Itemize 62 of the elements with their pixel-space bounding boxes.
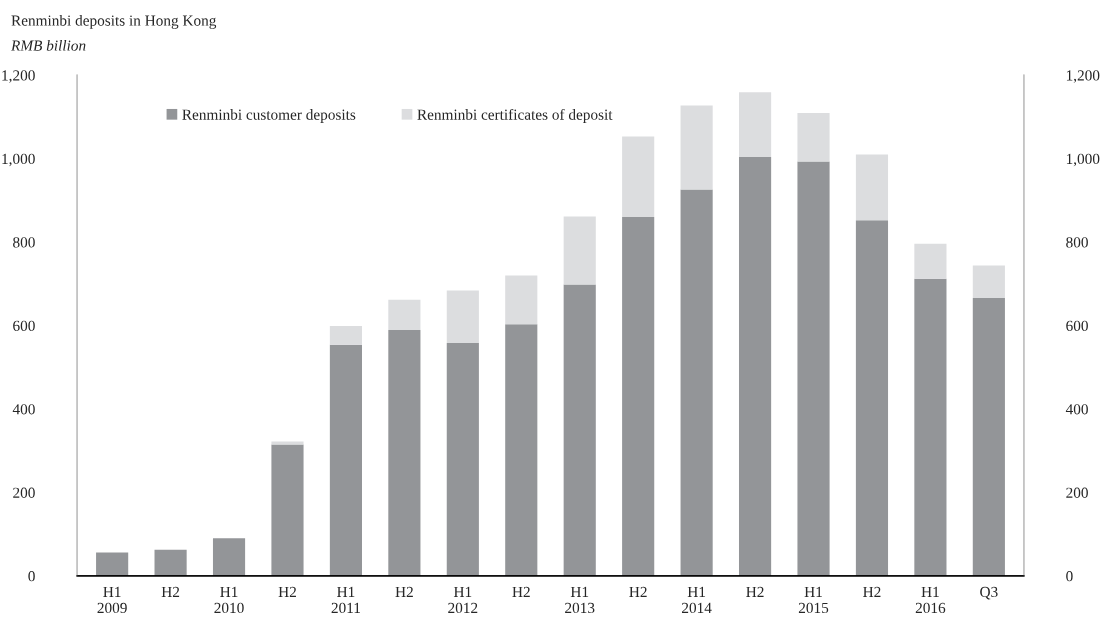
chart-subtitle: RMB billion	[10, 40, 86, 51]
bar	[680, 105, 713, 190]
y-tick-label: 800	[13, 237, 35, 248]
bar	[739, 156, 772, 576]
chart-title: Renminbi deposits in Hong Kong	[11, 14, 217, 29]
x-tick-label: H2	[278, 586, 296, 597]
y-tick-label: 0	[28, 571, 35, 582]
bar	[797, 113, 830, 162]
bar	[154, 549, 187, 576]
bar	[446, 343, 479, 576]
x-tick-label: H2	[746, 586, 764, 597]
bar	[739, 92, 772, 157]
x-tick-label: H2	[629, 586, 647, 597]
bar	[563, 284, 596, 576]
bar	[563, 216, 596, 285]
x-tick-label: H1 2013	[565, 586, 595, 614]
x-tick-label: H2	[161, 586, 180, 597]
y2-tick-label: 1,200	[1066, 70, 1100, 83]
bar	[855, 220, 889, 576]
bar	[446, 290, 479, 344]
bar	[972, 265, 1005, 298]
x-tick-label: H1 2012	[448, 586, 478, 614]
y-tick-label: 200	[13, 487, 35, 498]
y-tick-label: 600	[13, 320, 35, 331]
bar	[914, 278, 947, 576]
bar	[797, 161, 830, 576]
x-tick-label: H2	[512, 586, 530, 597]
bar	[914, 243, 947, 279]
x-tick-label: H1 2011	[331, 586, 361, 614]
bar	[505, 324, 538, 576]
legend-label: Renminbi customer deposits	[182, 109, 356, 123]
y-tick-label: 400	[12, 404, 35, 415]
legend-label: Renminbi certificates of deposit	[417, 108, 613, 123]
x-tick-label: H1 2015	[798, 586, 829, 614]
bar	[388, 299, 421, 331]
x-tick-label: H2	[395, 586, 413, 597]
bar	[271, 444, 304, 576]
y2-tick-label: 400	[1065, 404, 1088, 415]
y2-tick-label: 600	[1066, 320, 1088, 331]
y2-tick-label: 800	[1066, 237, 1088, 248]
bar	[96, 552, 129, 576]
y2-tick-label: 200	[1066, 487, 1088, 498]
bar	[622, 217, 655, 576]
bar	[388, 330, 421, 576]
y-tick-label: 1,000	[2, 153, 35, 167]
y-tick-label: 1,200	[2, 70, 35, 83]
x-tick-label: Q3	[980, 586, 998, 600]
x-tick-label: H1 2014	[682, 586, 712, 614]
bar	[329, 344, 362, 576]
x-tick-label: H2	[863, 586, 881, 597]
bar	[855, 154, 889, 221]
y2-tick-label: 0	[1066, 571, 1073, 582]
bar	[680, 189, 713, 576]
y2-tick-label: 1,000	[1066, 153, 1100, 167]
bar	[622, 136, 655, 218]
x-tick-label: H1 2010	[214, 586, 244, 614]
x-tick-label: H1 2009	[97, 586, 127, 614]
x-tick-label: H1 2016	[915, 586, 946, 614]
bar	[505, 275, 538, 325]
bar	[972, 297, 1005, 576]
bar	[212, 538, 246, 576]
bar	[329, 325, 362, 345]
